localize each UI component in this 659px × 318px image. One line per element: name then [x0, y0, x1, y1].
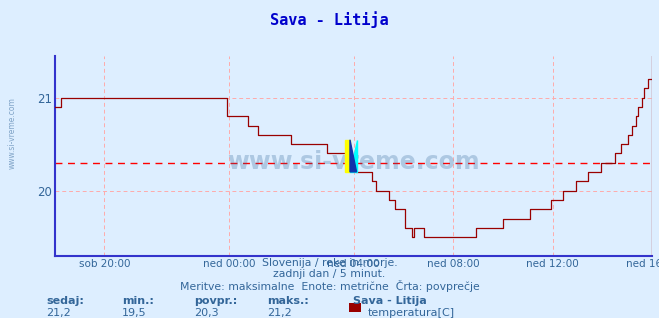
Polygon shape — [350, 140, 357, 172]
Text: www.si-vreme.com: www.si-vreme.com — [227, 150, 480, 174]
Text: sedaj:: sedaj: — [46, 296, 84, 306]
Polygon shape — [350, 140, 357, 172]
Text: 21,2: 21,2 — [46, 308, 71, 318]
Text: temperatura[C]: temperatura[C] — [368, 308, 455, 318]
Text: Sava - Litija: Sava - Litija — [270, 11, 389, 28]
Text: 19,5: 19,5 — [122, 308, 146, 318]
Text: Meritve: maksimalne  Enote: metrične  Črta: povprečje: Meritve: maksimalne Enote: metrične Črta… — [180, 280, 479, 292]
Text: Sava - Litija: Sava - Litija — [353, 296, 426, 306]
Text: 20,3: 20,3 — [194, 308, 219, 318]
Text: Slovenija / reke in morje.: Slovenija / reke in morje. — [262, 258, 397, 268]
Text: www.si-vreme.com: www.si-vreme.com — [8, 98, 17, 169]
Text: povpr.:: povpr.: — [194, 296, 238, 306]
Text: min.:: min.: — [122, 296, 154, 306]
Text: maks.:: maks.: — [267, 296, 308, 306]
Text: zadnji dan / 5 minut.: zadnji dan / 5 minut. — [273, 269, 386, 279]
Text: 21,2: 21,2 — [267, 308, 292, 318]
Bar — [345, 140, 350, 172]
